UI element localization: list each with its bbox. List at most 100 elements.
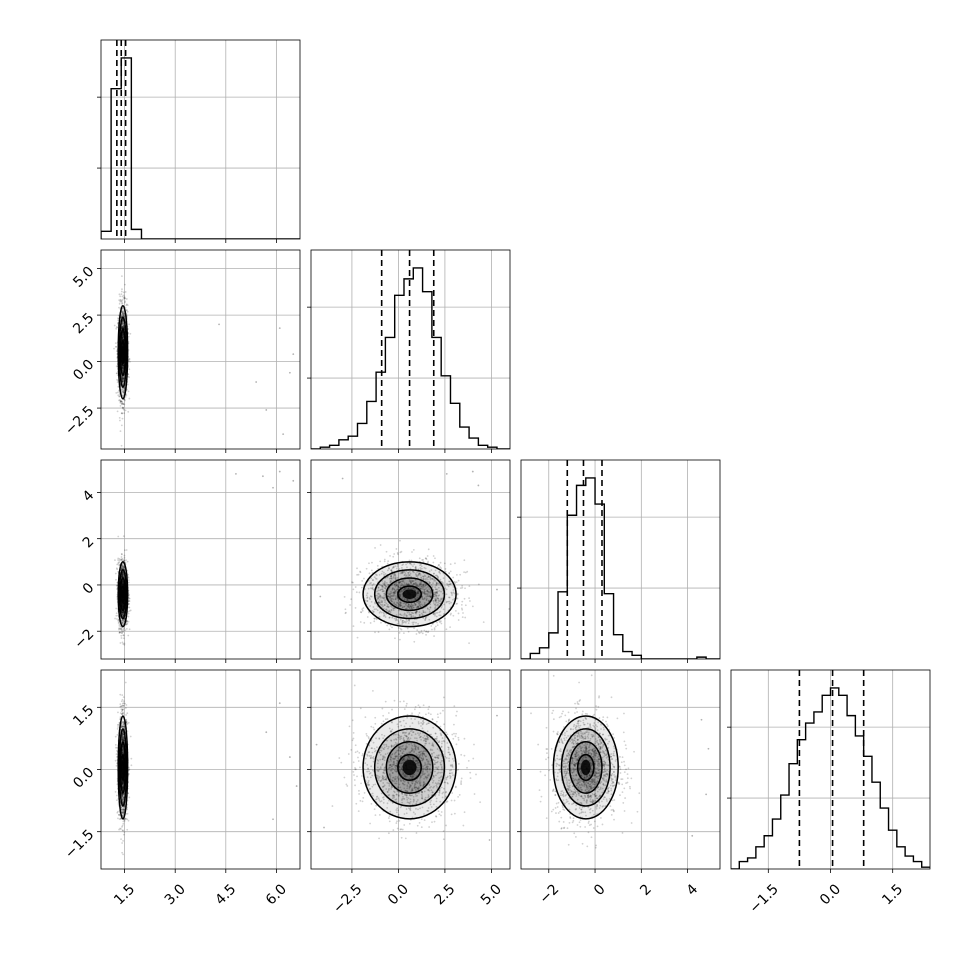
scatter-point: [440, 598, 443, 601]
scatter-point: [122, 565, 125, 568]
scatter-point: [395, 618, 398, 621]
scatter-point: [394, 590, 397, 593]
scatter-point: [435, 582, 438, 584]
scatter-point: [122, 782, 125, 785]
scatter-point: [366, 616, 369, 618]
scatter-point: [122, 780, 125, 783]
scatter-point: [423, 590, 426, 593]
scatter-point: [426, 631, 429, 634]
outlier-point: [292, 479, 295, 482]
scatter-point: [127, 620, 130, 623]
scatter-point: [129, 360, 131, 363]
scatter-point: [122, 314, 125, 317]
scatter-point: [417, 622, 420, 625]
scatter-point: [116, 372, 119, 375]
scatter-point: [383, 604, 386, 606]
scatter-point: [120, 629, 123, 632]
scatter-point: [122, 583, 124, 586]
scatter-point: [122, 364, 124, 367]
scatter-point: [119, 405, 122, 407]
scatter-point: [122, 634, 125, 637]
scatter-point: [382, 582, 385, 585]
scatter-point: [121, 380, 124, 383]
scatter-point: [439, 578, 442, 581]
scatter-point: [123, 326, 125, 329]
scatter-point: [397, 603, 400, 605]
scatter-point: [446, 584, 449, 586]
scatter-point: [396, 576, 399, 579]
histogram-step: [101, 57, 300, 239]
scatter-point: [469, 600, 471, 602]
scatter-point: [119, 419, 121, 422]
scatter-point: [122, 378, 124, 381]
scatter-point: [405, 604, 407, 607]
scatter-point: [391, 587, 394, 590]
scatter-point: [437, 603, 439, 606]
scatter-point: [124, 399, 126, 402]
scatter-point: [423, 603, 426, 606]
scatter-point: [122, 733, 124, 736]
scatter-point: [384, 616, 387, 618]
scatter-point: [413, 582, 415, 585]
scatter-point: [382, 607, 385, 610]
scatter-point: [415, 621, 417, 624]
scatter-point: [117, 622, 120, 624]
scatter-point: [121, 298, 124, 301]
scatter-point: [118, 561, 121, 564]
scatter-point: [124, 396, 127, 398]
scatter-point: [122, 322, 124, 325]
scatter-point: [445, 593, 448, 596]
scatter-point: [118, 559, 121, 562]
scatter-point: [399, 602, 402, 605]
scatter-point: [435, 599, 437, 602]
scatter-point: [410, 559, 413, 562]
scatter-point: [122, 365, 125, 368]
scatter-point: [398, 622, 400, 624]
scatter-point: [128, 600, 131, 602]
scatter-point: [418, 611, 421, 613]
scatter-point: [460, 607, 463, 610]
scatter-point: [423, 597, 426, 599]
scatter-point: [456, 597, 459, 600]
scatter-point: [121, 575, 124, 578]
scatter-point: [121, 732, 124, 735]
scatter-point: [122, 833, 125, 836]
scatter-point: [369, 582, 371, 585]
scatter-point: [126, 812, 129, 815]
scatter-point: [420, 587, 423, 590]
scatter-point: [377, 631, 380, 634]
scatter-point: [420, 583, 423, 586]
scatter-point: [380, 595, 382, 598]
scatter-point: [396, 622, 399, 625]
scatter-point: [434, 607, 436, 610]
scatter-point: [445, 601, 448, 604]
scatter-point: [405, 598, 408, 601]
scatter-point: [121, 572, 124, 575]
scatter-point: [430, 569, 433, 571]
scatter-point: [118, 302, 121, 305]
scatter-point: [394, 603, 397, 606]
scatter-point: [436, 592, 439, 595]
scatter-point: [423, 578, 425, 581]
scatter-point: [120, 290, 123, 293]
scatter-point: [385, 582, 388, 584]
scatter-point: [408, 580, 411, 583]
scatter-point: [381, 584, 384, 587]
scatter-point: [383, 604, 386, 606]
scatter-point: [121, 295, 124, 298]
scatter-point: [123, 297, 126, 299]
scatter-point: [439, 572, 442, 575]
scatter-point: [128, 768, 131, 771]
scatter-point: [118, 389, 120, 392]
scatter-point: [435, 591, 438, 594]
scatter-point: [409, 572, 412, 575]
scatter-point: [437, 564, 440, 567]
scatter-point: [122, 390, 125, 393]
scatter-point: [124, 818, 127, 820]
scatter-point: [382, 597, 385, 600]
scatter-point: [120, 293, 123, 296]
panel-frame: [100, 249, 301, 450]
scatter-point: [122, 734, 125, 737]
scatter-point: [437, 597, 440, 600]
scatter-point: [121, 311, 124, 314]
